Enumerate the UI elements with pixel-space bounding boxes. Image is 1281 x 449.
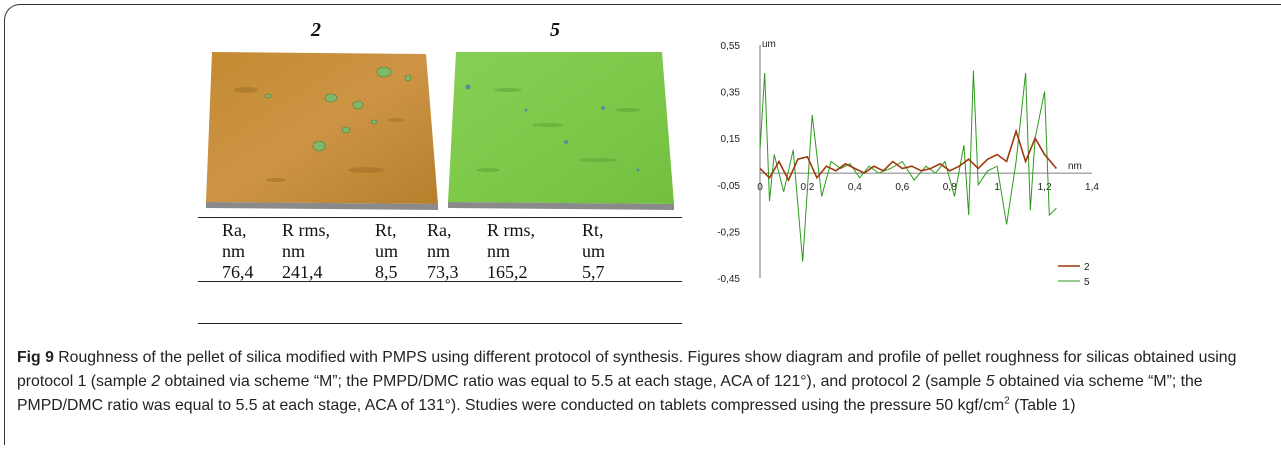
x-tick-label: 1 xyxy=(994,182,1000,193)
caption-sample-a: 2 xyxy=(151,373,161,390)
sample-label-5: 5 xyxy=(550,19,560,41)
series-line-5 xyxy=(759,70,1057,262)
header-unit-cell: um xyxy=(375,241,399,261)
chart-series xyxy=(759,70,1058,262)
table-header-row-1: Ra, R rms, Rt, Ra, R rms, Rt, xyxy=(222,220,682,241)
x-tick-label: 0,4 xyxy=(848,182,862,193)
y-tick-label: 0,55 xyxy=(721,41,741,52)
roughness-profile-chart: 0,550,350,15-0,05-0,25-0,45 0 0,2 0,4 0,6 0,… xyxy=(717,39,1099,288)
caption-figure-label: Fig 9 xyxy=(17,349,54,366)
value-cell: 5,7 xyxy=(582,262,605,282)
x-tick-label: 0,6 xyxy=(895,182,909,193)
header-cell: R rms, xyxy=(282,220,331,240)
table-top-rule xyxy=(198,217,682,218)
series-line-2 xyxy=(759,128,1058,182)
value-cell: 241,4 xyxy=(282,262,323,282)
header-cell: Rt, xyxy=(582,220,604,240)
y-tick-label: 0,15 xyxy=(721,134,741,145)
header-unit-cell: nm xyxy=(282,241,306,261)
header-unit-cell: nm xyxy=(427,241,451,261)
table-header-row-2: nm nm um nm nm um xyxy=(222,241,682,262)
y-tick-label: -0,05 xyxy=(717,181,740,192)
value-cell: 76,4 xyxy=(222,262,254,282)
header-unit-cell: nm xyxy=(487,241,511,261)
table-value-row: 76,4 241,4 8,5 73,3 165,2 5,7 xyxy=(222,262,682,286)
caption-text-4: (Table 1) xyxy=(1009,397,1076,414)
x-tick-label: 1,2 xyxy=(1038,182,1052,193)
y-tick-label: 0,35 xyxy=(721,88,741,99)
table-header-rule xyxy=(198,281,682,282)
y-tick-labels: 0,55 0,35 0,15 -0,05 -0,25 -0,45 xyxy=(717,41,740,285)
table-bottom-rule xyxy=(198,323,682,324)
legend-label-2: 2 xyxy=(1084,262,1090,273)
y-tick-label: -0,25 xyxy=(717,227,740,238)
x-tick-label: 0,8 xyxy=(943,182,957,193)
sample-label-2: 2 xyxy=(311,19,321,41)
roughness-image-sample-5 xyxy=(448,52,674,210)
header-cell: Ra, xyxy=(427,220,452,240)
x-tick-label: 1,4 xyxy=(1085,182,1099,193)
header-unit-cell: um xyxy=(582,241,606,261)
legend-label-5: 5 xyxy=(1084,277,1090,288)
x-tick-label: 0 xyxy=(757,182,763,193)
roughness-image-sample-2 xyxy=(206,52,438,210)
value-cell: 165,2 xyxy=(487,262,528,282)
figure-frame xyxy=(4,4,1281,445)
roughness-table: Ra, R rms, Rt, Ra, R rms, Rt, nm nm um n… xyxy=(222,220,682,286)
caption-text-3: obtained via scheme “M”; the PMPD/DMC ra… xyxy=(17,373,1203,414)
header-cell: R rms, xyxy=(487,220,536,240)
header-cell: Rt, xyxy=(375,220,397,240)
value-cell: 73,3 xyxy=(427,262,459,282)
y-axis-label: um xyxy=(762,39,776,50)
chart-legend: 2 5 xyxy=(1058,262,1090,288)
caption-text-1: Roughness of the pellet of silica modifi… xyxy=(17,349,1237,390)
y-tick-label: -0,45 xyxy=(717,274,740,285)
caption-superscript: 2 xyxy=(1004,395,1010,407)
x-axis-label: nm xyxy=(1068,161,1082,172)
caption-sample-b: 5 xyxy=(985,373,995,390)
header-cell: Ra, xyxy=(222,220,247,240)
value-cell: 8,5 xyxy=(375,262,398,282)
figure-caption: Fig 9 Roughness of the pellet of silica … xyxy=(17,346,1267,418)
header-unit-cell: nm xyxy=(222,241,246,261)
caption-text-2: obtained via scheme “M”; the PMPD/DMC ra… xyxy=(160,373,986,390)
